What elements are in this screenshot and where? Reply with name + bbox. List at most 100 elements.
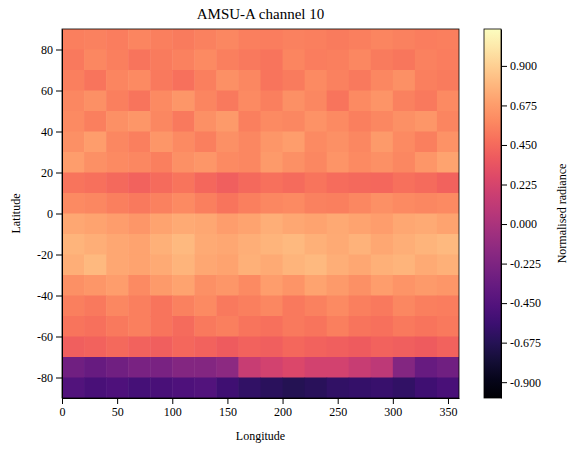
cell <box>349 316 372 337</box>
y-tick-label: 60 <box>41 84 53 98</box>
cell <box>216 234 239 255</box>
cell <box>327 275 350 296</box>
cell <box>283 193 306 214</box>
cell <box>172 193 195 214</box>
cell <box>415 357 438 378</box>
cell <box>106 357 129 378</box>
cell <box>194 255 217 276</box>
cell <box>393 337 416 358</box>
cell <box>305 316 328 337</box>
cell <box>327 255 350 276</box>
cell <box>261 70 284 91</box>
cell <box>393 296 416 317</box>
x-tick-label: 150 <box>219 405 237 419</box>
cell <box>327 173 350 194</box>
cell <box>349 357 372 378</box>
cell <box>305 275 328 296</box>
cell <box>106 316 129 337</box>
cell <box>84 91 107 112</box>
cell <box>415 50 438 71</box>
cell <box>128 357 151 378</box>
cell <box>84 29 107 50</box>
cell <box>305 152 328 173</box>
cell <box>216 29 239 50</box>
cell <box>172 234 195 255</box>
cell <box>150 29 173 50</box>
cell <box>283 275 306 296</box>
x-tick: 350 <box>439 398 457 419</box>
cell <box>172 70 195 91</box>
cell <box>172 132 195 153</box>
x-tick: 100 <box>164 398 182 419</box>
cell <box>261 91 284 112</box>
y-tick: -40 <box>37 289 62 303</box>
cell <box>194 173 217 194</box>
cell <box>84 357 107 378</box>
cell <box>128 111 151 132</box>
cell <box>216 275 239 296</box>
cell <box>437 357 459 378</box>
cell <box>283 378 306 399</box>
cell <box>62 378 85 399</box>
x-tick: 0 <box>60 398 66 419</box>
cell <box>393 173 416 194</box>
y-tick: 0 <box>47 207 62 221</box>
cell <box>305 111 328 132</box>
cell <box>128 70 151 91</box>
chart: 050100150200250300350-80-60-40-200204060… <box>0 0 581 451</box>
cell <box>150 255 173 276</box>
cell <box>437 378 459 399</box>
colorbar-tick-label: -0.675 <box>510 336 541 350</box>
cell <box>393 50 416 71</box>
y-tick-label: 80 <box>41 43 53 57</box>
cell <box>327 316 350 337</box>
cell <box>84 234 107 255</box>
x-tick-mark <box>227 398 228 404</box>
cell <box>415 152 438 173</box>
colorbar <box>484 29 501 398</box>
cell <box>128 337 151 358</box>
y-tick-label: -40 <box>37 289 53 303</box>
cell <box>305 132 328 153</box>
cell <box>437 316 459 337</box>
colorbar-axis: -0.900-0.675-0.450-0.2250.0000.2250.4500… <box>501 30 541 399</box>
x-tick-mark <box>338 398 339 404</box>
x-tick: 50 <box>112 398 124 419</box>
cell <box>238 29 261 50</box>
cell <box>194 29 217 50</box>
cell <box>283 316 306 337</box>
cell <box>216 111 239 132</box>
cell <box>393 357 416 378</box>
cell <box>283 337 306 358</box>
cell <box>238 152 261 173</box>
cell <box>327 193 350 214</box>
cell <box>238 132 261 153</box>
y-tick: 60 <box>41 84 62 98</box>
cell <box>128 378 151 399</box>
colorbar-title: Normalised radiance <box>555 164 569 264</box>
cell <box>150 275 173 296</box>
cell <box>150 91 173 112</box>
x-tick: 250 <box>329 398 347 419</box>
cell <box>194 214 217 235</box>
cell <box>194 70 217 91</box>
cell <box>261 234 284 255</box>
cell <box>62 193 85 214</box>
cell <box>415 234 438 255</box>
cell <box>349 378 372 399</box>
y-tick-mark <box>56 91 62 92</box>
cell <box>371 275 394 296</box>
cell <box>84 111 107 132</box>
cell <box>172 50 195 71</box>
cell <box>371 132 394 153</box>
y-tick-mark <box>56 296 62 297</box>
cell <box>62 275 85 296</box>
cell <box>62 337 85 358</box>
cell <box>261 296 284 317</box>
cell <box>349 337 372 358</box>
cell <box>415 111 438 132</box>
y-tick: -60 <box>37 330 62 344</box>
cell <box>84 337 107 358</box>
cell <box>84 173 107 194</box>
cell <box>84 316 107 337</box>
